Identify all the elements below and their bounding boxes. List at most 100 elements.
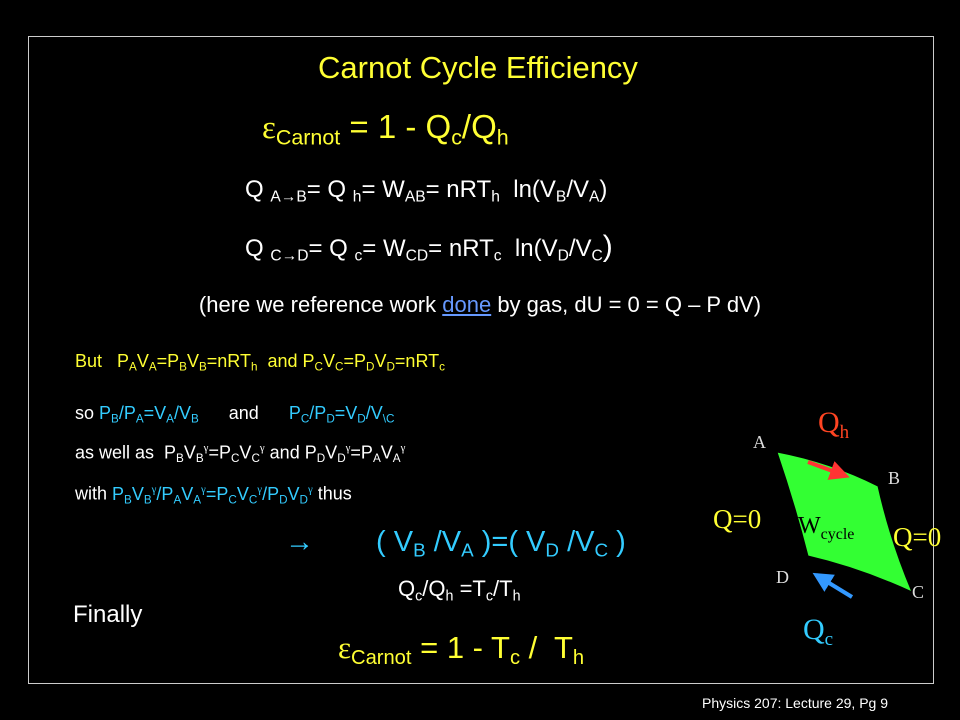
text-segment: C (300, 412, 310, 426)
text-segment: /V (559, 526, 595, 558)
text-segment: /T (493, 576, 513, 601)
note: (here we reference work done by gas, dU … (0, 294, 960, 316)
text-segment: = nRT (425, 176, 492, 203)
text-segment: ε (338, 630, 352, 665)
text-segment: h (840, 422, 850, 443)
text-segment: h (572, 647, 585, 670)
text-group: PC/PD=VD/V\C (288, 403, 395, 426)
text-segment: γ (201, 483, 206, 495)
text-segment: /V (365, 403, 383, 423)
text-segment: h (512, 588, 521, 605)
text-segment: done (442, 292, 492, 317)
text-segment: =nRT (206, 351, 251, 371)
text-segment: V (323, 351, 336, 371)
text-segment: P (99, 403, 112, 423)
text-segment: V (136, 351, 149, 371)
text-segment: γ (151, 483, 157, 495)
text-segment: =P (343, 351, 366, 371)
text-segment: as well as P (75, 442, 177, 463)
text-segment: D (299, 493, 308, 507)
text-segment: =V (334, 403, 358, 423)
text-segment: AB (404, 188, 426, 206)
text-segment: γ (400, 442, 406, 454)
text-segment: h (491, 188, 500, 206)
text-segment: A→B (270, 188, 307, 206)
text-segment: =P (350, 442, 373, 463)
eq-ab: Q A→B= Q h= WAB= nRTh ln(VB/VA) (245, 178, 607, 205)
point-label: C (912, 582, 924, 602)
text-segment: = Q (308, 235, 355, 262)
text-segment: = 1 - T (411, 630, 510, 665)
text-segment: ln(V (499, 176, 556, 203)
text-segment: Q (245, 235, 271, 262)
text-segment: A (392, 452, 401, 466)
text-segment: ) (602, 230, 613, 263)
text-segment: =nRT (394, 351, 440, 371)
text-segment: /Q (461, 108, 497, 145)
text-segment: /V (173, 403, 191, 423)
work-label: Wcycle (798, 513, 854, 543)
text-segment: = nRT (428, 235, 494, 262)
with-line: with PBVBγ/PAVAγ=PCVCγ/PDVDγ thus (75, 484, 352, 506)
text-segment: C (314, 360, 323, 374)
text-segment: h (496, 125, 509, 150)
text-segment: γ (203, 442, 209, 454)
text-segment: / T (520, 630, 573, 665)
text-segment: c (825, 629, 833, 650)
text-segment: c (354, 247, 363, 265)
text-segment: Q (818, 406, 840, 439)
heat-out-arrow (812, 572, 854, 599)
text-segment: B (198, 360, 207, 374)
text-segment: C (335, 360, 344, 374)
text-segment: /P (118, 403, 136, 423)
heat-in-label: Qh (818, 406, 850, 443)
finally: Finally (73, 601, 143, 628)
text-segment: \C (382, 412, 395, 426)
text-segment: P (112, 483, 125, 504)
text-segment: ) (599, 176, 608, 203)
text-segment: B (190, 412, 199, 426)
text-segment: h (352, 188, 362, 206)
text-segment: V (131, 483, 144, 504)
text-segment: A (461, 539, 474, 561)
text-segment: /P (156, 483, 174, 504)
ratio-line: →( VB /VA )=( VD /VC ) (285, 528, 626, 560)
text-segment: /V (566, 176, 590, 203)
text-segment: /V (425, 526, 462, 558)
text-segment: B (124, 493, 132, 507)
text-segment: γ (259, 442, 265, 454)
text-segment: A (129, 360, 137, 374)
text-segment: )=( V (473, 526, 546, 558)
text-segment: V (287, 483, 300, 504)
slide-frame (28, 36, 934, 684)
text-segment: A (148, 360, 157, 374)
result-eq: εCarnot = 1 - Tc / Th (338, 632, 584, 668)
text-segment: = 1 - Q (340, 108, 452, 145)
text-segment: c (415, 588, 423, 605)
text-segment: ( V (376, 526, 414, 558)
text-group: PBVBγ/PAVAγ=PCVCγ/PDVDγ (112, 483, 313, 507)
text-segment: /P (309, 403, 327, 423)
text-segment: P (288, 403, 301, 423)
text-segment: c (509, 647, 521, 670)
text-segment: V (186, 351, 199, 371)
text-segment: =T (453, 576, 486, 601)
text-segment: /V (568, 235, 592, 262)
eq-cd: Q C→D= Q c= WCD= nRTc ln(VD/VC) (245, 232, 613, 264)
text-segment: Q (398, 576, 416, 601)
heat-in-arrow (807, 460, 850, 480)
adiabatic-label: Q=0 (713, 504, 761, 534)
title: Carnot Cycle Efficiency (318, 50, 638, 85)
text-segment: thus (312, 483, 352, 504)
footer: Physics 207: Lecture 29, Pg 9 (702, 695, 888, 711)
text-segment: C (591, 247, 603, 265)
so-line: so PB/PA=VA/VB and PC/PD=VD/V\C (75, 404, 394, 425)
but-line: But PAVA=PBVB=nRTh and PCVC=PDVD=nRTc (75, 352, 445, 373)
point-label: D (776, 567, 789, 587)
text-segment: D (326, 412, 335, 426)
text-segment: C (230, 452, 240, 466)
text-segment: c (493, 247, 502, 265)
text-segment: C→D (270, 247, 309, 265)
